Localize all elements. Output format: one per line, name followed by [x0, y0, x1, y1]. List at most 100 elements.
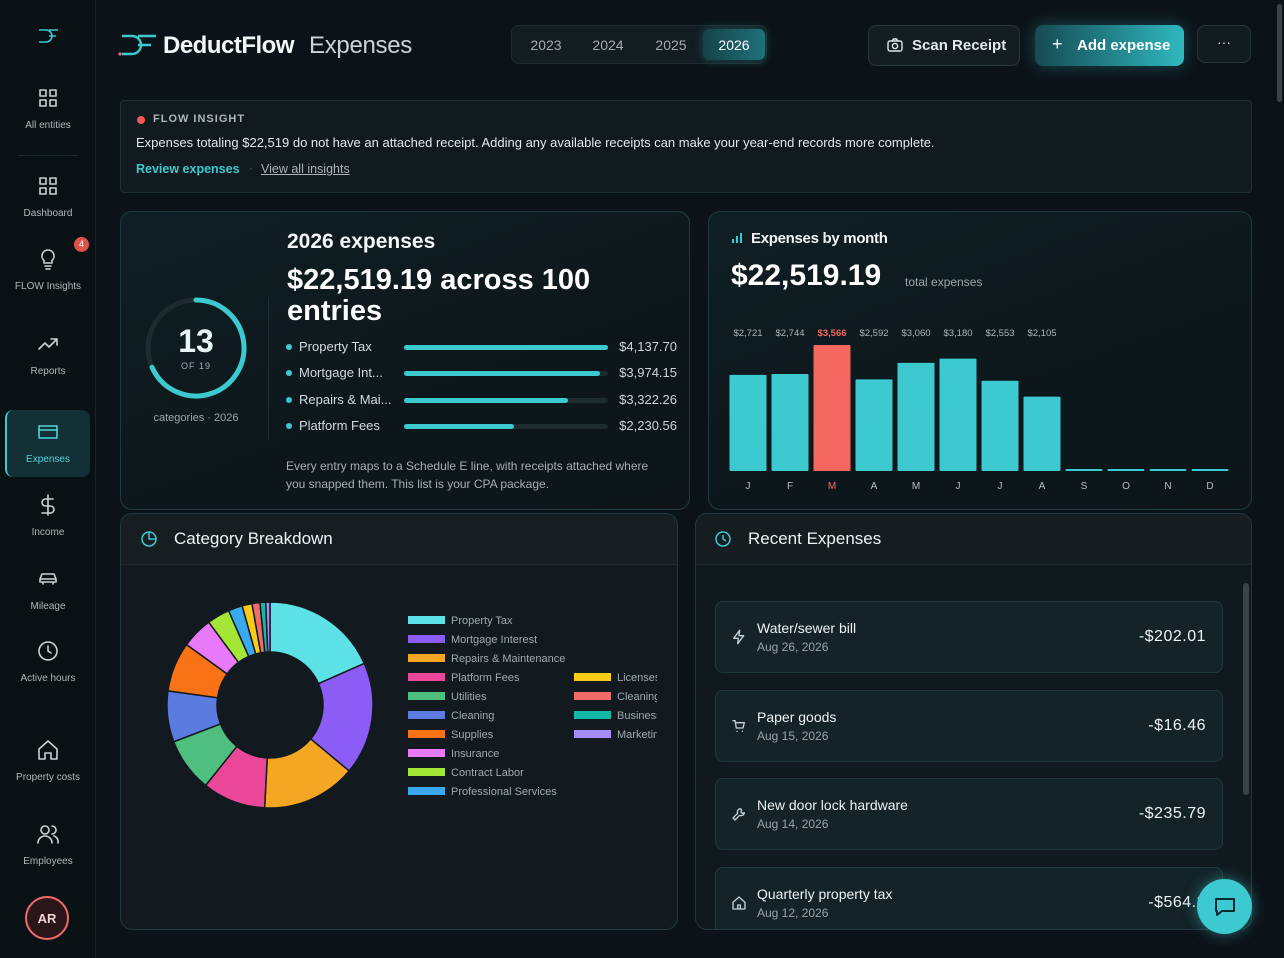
scan-label: Scan Receipt: [912, 37, 1007, 54]
legend-swatch: [408, 730, 445, 738]
nav-label[interactable]: Income: [31, 527, 65, 538]
legend-label: Licenses: [617, 672, 661, 684]
nav-label[interactable]: FLOW Insights: [14, 281, 82, 292]
nav-icon[interactable]: [36, 420, 60, 444]
month-label: J: [746, 481, 751, 492]
nav-label[interactable]: Mileage: [30, 601, 66, 612]
brand-name: DeductFlow: [163, 32, 295, 59]
expense-title: New door lock hardware: [757, 797, 908, 813]
legend-swatch: [408, 673, 445, 681]
brand-logo: [118, 34, 156, 56]
recent-title: Recent Expenses: [748, 529, 882, 548]
legend-clip: Cleaning: [451, 710, 494, 722]
legend-swatch: [408, 654, 445, 662]
insight-dot: [137, 116, 145, 124]
nav-label[interactable]: All entities: [25, 120, 71, 131]
year-tab[interactable]: 2024: [592, 37, 624, 53]
summary-title: 2026 expenses: [287, 230, 436, 253]
bar: [897, 362, 935, 471]
nav-label[interactable]: Employees: [23, 856, 73, 867]
year-tab[interactable]: 2026: [718, 37, 750, 53]
category-value: $3,322.26: [619, 392, 677, 407]
nav-icon[interactable]: [36, 247, 60, 271]
nav-icon[interactable]: [36, 822, 60, 846]
add-button[interactable]: [1035, 25, 1184, 66]
legend-label: Marketing: [617, 729, 665, 741]
nav-label[interactable]: Property costs: [16, 772, 80, 783]
year-tab[interactable]: 2023: [530, 37, 562, 53]
legend-swatch: [574, 711, 611, 719]
nav-icon[interactable]: [36, 567, 60, 591]
legend-swatch: [408, 616, 445, 624]
legend-swatch: [408, 787, 445, 795]
nav-active[interactable]: [5, 410, 90, 477]
legend-clip: Utilities: [451, 691, 487, 703]
icon-path: [732, 895, 746, 910]
review-link[interactable]: Review expenses: [136, 162, 240, 176]
legend-label: Platform Fees: [451, 672, 520, 684]
scan-button[interactable]: [868, 25, 1020, 66]
page-scrollbar[interactable]: [1277, 4, 1282, 102]
month-label: A: [1039, 481, 1046, 492]
legend-swatch: [574, 673, 611, 681]
expense-date: Aug 12, 2026: [757, 905, 829, 920]
expense-title: Quarterly property tax: [757, 885, 893, 902]
bar-label: $3,060: [901, 328, 930, 339]
category-bar: [404, 371, 600, 376]
expense-row[interactable]: [715, 689, 1223, 762]
nav-label[interactable]: Reports: [30, 366, 66, 377]
nav-icon[interactable]: [36, 738, 60, 762]
legend-swatch: [408, 692, 445, 700]
expense-row[interactable]: [715, 778, 1223, 850]
icon-path: [38, 641, 58, 661]
more-button[interactable]: [1197, 25, 1251, 63]
expense-row[interactable]: [715, 866, 1223, 929]
legend-clip: Marketing: [617, 729, 665, 741]
nav-icon[interactable]: [36, 639, 60, 663]
monthly-total-caption: total expenses: [905, 275, 983, 289]
avatar-ring[interactable]: [25, 896, 69, 940]
breakdown-title: Category Breakdown: [174, 529, 333, 548]
bar-label: $2,744: [775, 328, 804, 339]
month-label: A: [871, 481, 878, 492]
expense-row[interactable]: [715, 601, 1223, 673]
legend-swatch: [408, 768, 445, 776]
month-label: J: [956, 481, 961, 492]
monthly-title: Expenses by month: [751, 230, 888, 247]
ring-value: 13: [178, 323, 214, 359]
legend-clip: Repairs & Maintenance: [451, 653, 565, 665]
legend-label: Utilities: [451, 691, 487, 703]
summary-divider: [268, 297, 269, 440]
nav-label[interactable]: Dashboard: [23, 208, 73, 219]
icon-path: [732, 808, 745, 821]
nav-icon[interactable]: [36, 493, 60, 517]
category-dot: [286, 397, 292, 403]
legend-clip: Business: [617, 710, 657, 722]
scrollbar[interactable]: [1243, 583, 1249, 795]
legend-label: Contract Labor: [451, 767, 524, 779]
bar: [1107, 469, 1145, 471]
bar-label: $2,553: [985, 328, 1014, 339]
nav-icon[interactable]: [36, 86, 60, 110]
chat-button[interactable]: [1197, 879, 1252, 934]
nav-label[interactable]: Expenses: [26, 454, 70, 465]
nav-icon[interactable]: [36, 174, 60, 198]
month-label: S: [1081, 481, 1088, 492]
nav-badge: 4: [74, 237, 89, 252]
icon-path: [41, 249, 55, 270]
nav-icon[interactable]: [36, 332, 60, 356]
bar-label: $2,592: [859, 328, 888, 339]
year-tab[interactable]: 2025: [655, 37, 687, 53]
nav-label[interactable]: Active hours: [20, 673, 76, 684]
all-insights-link[interactable]: View all insights: [261, 162, 350, 176]
month-label: F: [787, 481, 793, 492]
legend-clip: Supplies: [451, 729, 494, 741]
bar: [1065, 469, 1103, 471]
bar: [1149, 469, 1187, 471]
separator: ·: [249, 161, 253, 175]
bar: [813, 345, 851, 471]
category-name: Repairs & Mai...: [299, 392, 392, 407]
bar: [939, 358, 977, 471]
sidebar-divider: [18, 155, 78, 156]
add-plus: +: [1052, 34, 1063, 54]
